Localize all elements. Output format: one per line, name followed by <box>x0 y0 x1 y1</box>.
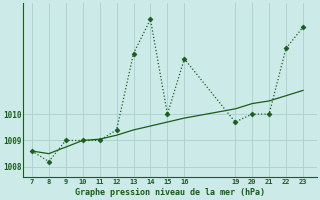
X-axis label: Graphe pression niveau de la mer (hPa): Graphe pression niveau de la mer (hPa) <box>75 188 265 197</box>
